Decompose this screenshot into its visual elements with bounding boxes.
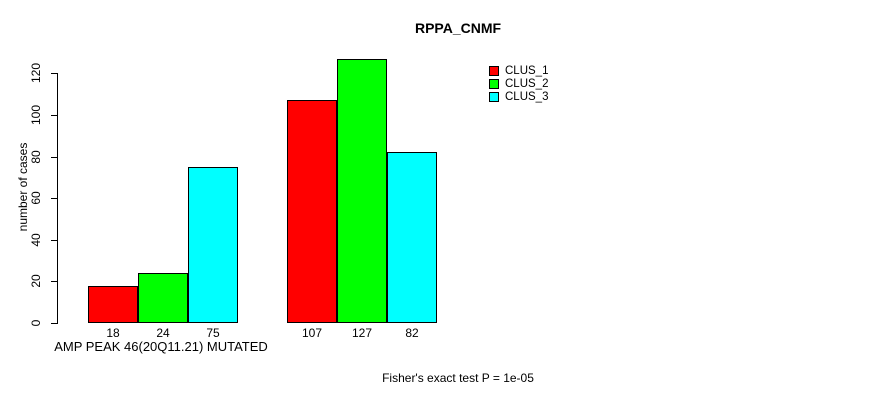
y-axis-tick [51, 323, 58, 324]
legend-label: CLUS_3 [505, 90, 549, 103]
y-axis-tick [51, 73, 58, 75]
bar-clus_2-group1 [138, 273, 188, 323]
bar-value-label: 127 [351, 326, 373, 340]
bar-value-label: 24 [156, 326, 170, 340]
y-axis-tick-label: 0 [29, 319, 43, 327]
legend-swatch-icon [489, 91, 499, 102]
legend-item: CLUS_2 [489, 77, 548, 90]
y-axis-tick [51, 239, 58, 241]
bar-value-label: 82 [405, 326, 419, 340]
bar-clus_1-group2 [287, 100, 337, 323]
legend: CLUS_1 CLUS_2 CLUS_3 [489, 64, 548, 103]
legend-swatch-icon [489, 65, 499, 76]
legend-item: CLUS_1 [489, 64, 548, 77]
bar-value-label: 75 [206, 326, 220, 340]
y-axis-tick [51, 281, 58, 283]
bar-clus_3-group1 [188, 167, 238, 323]
bar-clus_3-group2 [387, 152, 437, 323]
legend-label: CLUS_1 [505, 64, 549, 77]
y-axis-tick-label: 100 [29, 104, 43, 126]
y-axis-tick [51, 198, 58, 200]
y-axis-tick-label: 40 [29, 233, 43, 247]
bar-clus_2-group2 [337, 58, 387, 323]
y-axis-line [57, 73, 58, 323]
y-axis-tick-label: 60 [29, 191, 43, 205]
legend-label: CLUS_2 [505, 77, 549, 90]
legend-swatch-icon [489, 78, 499, 89]
y-axis-tick [51, 156, 58, 158]
bar-value-label: 107 [301, 326, 323, 340]
y-axis-label: number of cases [16, 142, 30, 232]
y-axis-tick [51, 115, 58, 116]
chart-title: RPPA_CNMF [414, 20, 502, 36]
bar-value-label: 18 [106, 326, 120, 340]
legend-item: CLUS_3 [489, 90, 548, 103]
footnote: Fisher's exact test P = 1e-05 [382, 371, 534, 385]
y-axis-tick-label: 80 [29, 149, 43, 164]
y-axis-tick-label: 20 [29, 274, 43, 289]
x-axis-label: AMP PEAK 46(20Q11.21) MUTATED [54, 339, 268, 354]
bar-clus_1-group1 [88, 285, 138, 323]
y-axis-tick-label: 120 [29, 63, 43, 84]
